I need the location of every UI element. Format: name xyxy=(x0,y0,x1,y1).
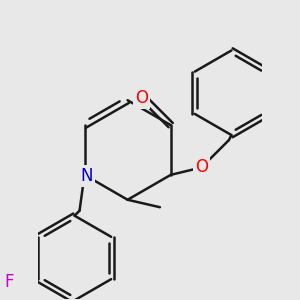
Text: F: F xyxy=(5,273,14,291)
Text: N: N xyxy=(81,167,93,185)
Text: O: O xyxy=(135,89,148,107)
Text: O: O xyxy=(195,158,208,176)
